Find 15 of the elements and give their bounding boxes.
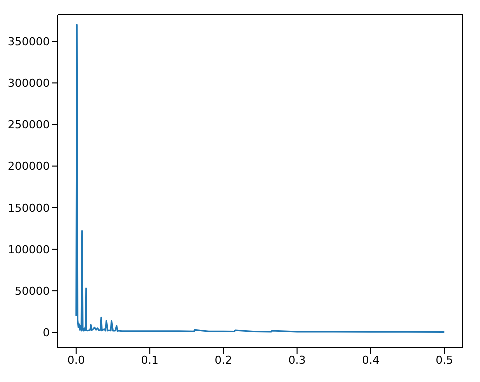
y-tick-label: 300000 [8, 77, 50, 90]
x-tick-label: 0.1 [141, 354, 159, 367]
y-tick-label: 250000 [8, 118, 50, 132]
y-tick-label: 0 [43, 326, 50, 340]
y-tick-label: 200000 [8, 160, 50, 174]
y-tick-label: 100000 [8, 243, 50, 256]
x-tick-label: 0.0 [68, 354, 86, 367]
x-tick-label: 0.2 [214, 354, 232, 367]
y-tick-label: 50000 [15, 284, 50, 298]
y-tick-label: 350000 [8, 36, 50, 49]
x-tick-label: 0.4 [362, 354, 380, 367]
x-tick-label: 0.5 [436, 354, 454, 367]
line-series [76, 24, 446, 333]
x-tick-label: 0.3 [288, 354, 306, 367]
y-tick-label: 150000 [8, 202, 50, 215]
